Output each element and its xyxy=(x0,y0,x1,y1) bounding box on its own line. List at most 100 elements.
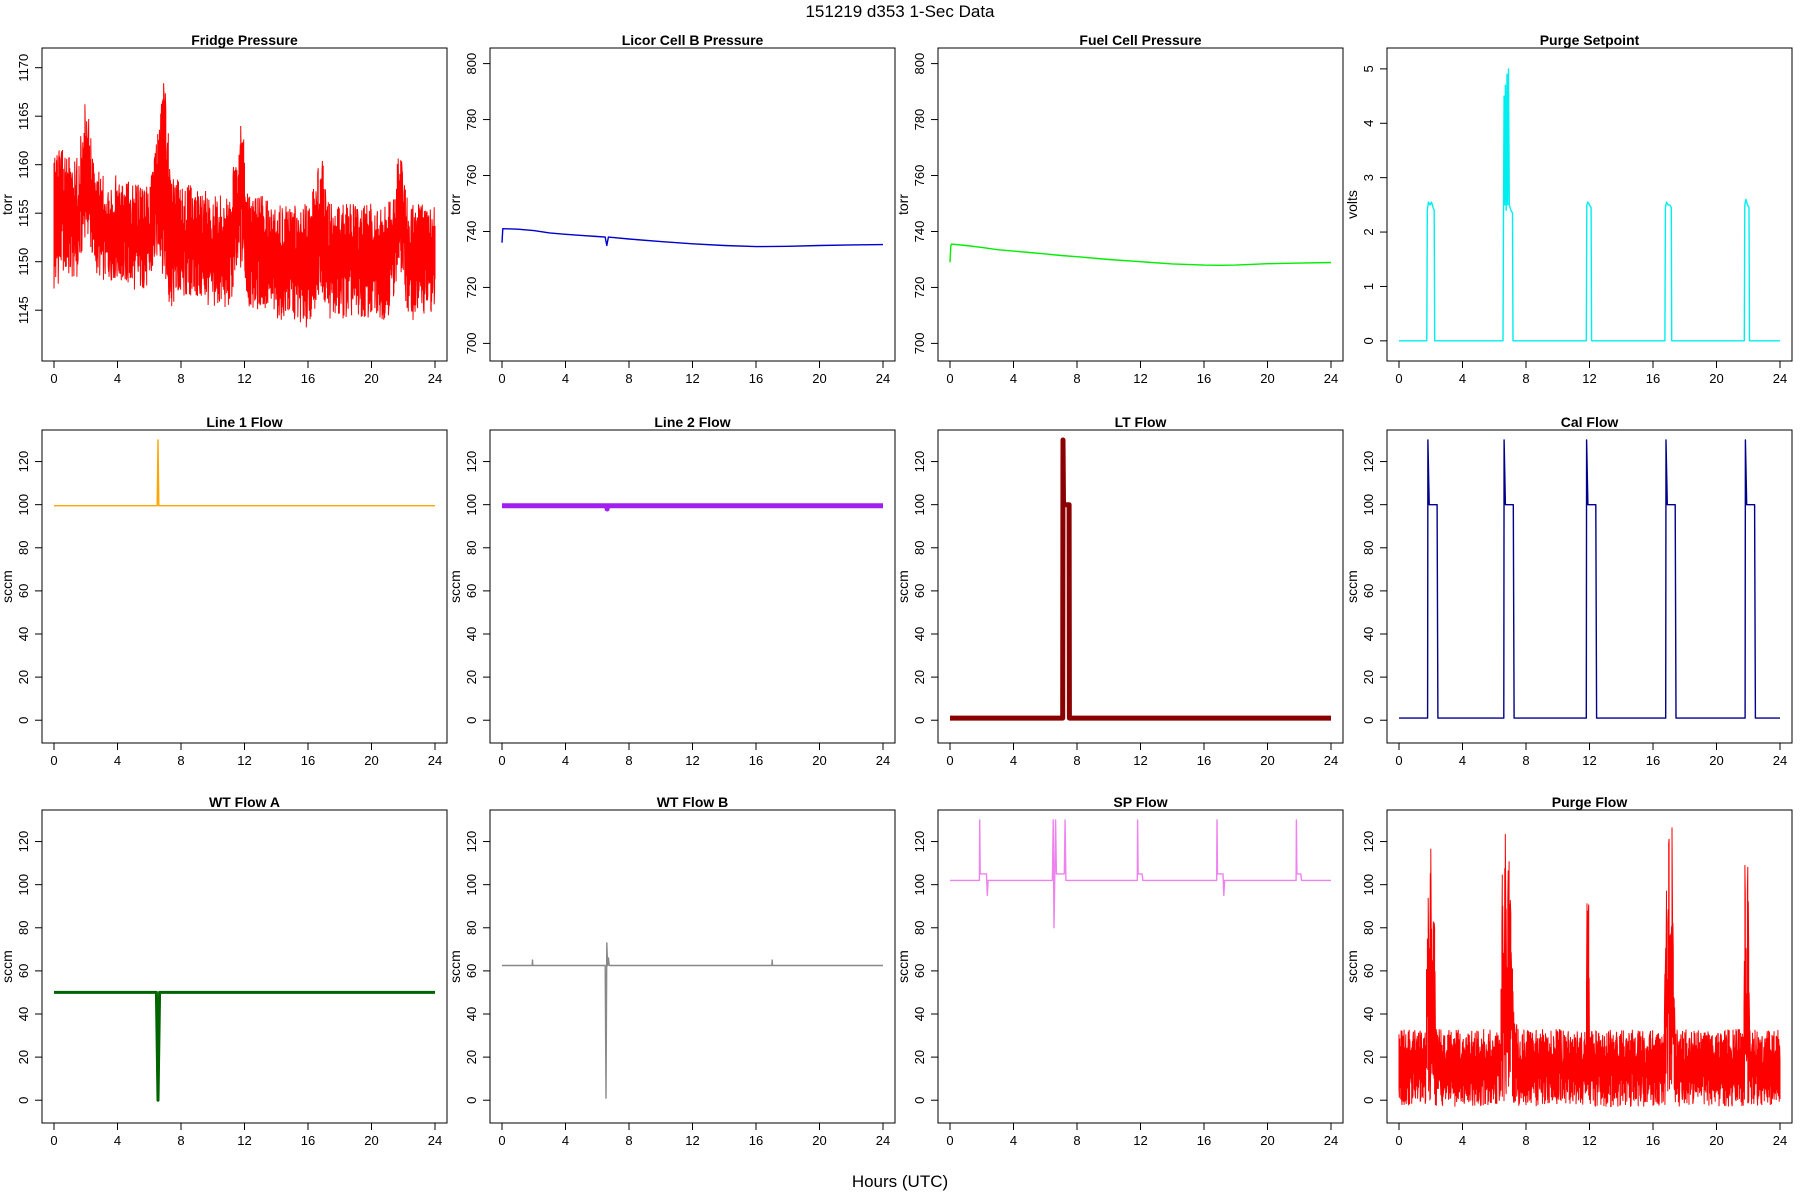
x-tick-label: 20 xyxy=(1709,753,1723,768)
y-tick-label: 40 xyxy=(912,627,927,641)
x-tick-label: 20 xyxy=(1260,371,1274,386)
series-line xyxy=(502,942,883,1099)
y-tick-label: 60 xyxy=(464,584,479,598)
y-tick-label: 800 xyxy=(912,53,927,75)
x-tick-label: 0 xyxy=(1395,1133,1402,1148)
x-tick-label: 8 xyxy=(1073,753,1080,768)
x-tick-label: 16 xyxy=(1197,371,1211,386)
y-tick-label: 60 xyxy=(912,584,927,598)
x-tick-label: 16 xyxy=(749,753,763,768)
x-tick-label: 0 xyxy=(946,371,953,386)
y-tick-label: 3 xyxy=(1361,174,1376,181)
y-tick-label: 1145 xyxy=(16,296,31,324)
panel-title: Purge Flow xyxy=(1552,794,1628,810)
x-tick-label: 20 xyxy=(364,753,378,768)
panel-title: WT Flow A xyxy=(209,794,280,810)
y-tick-label: 80 xyxy=(912,541,927,555)
figure-title: 151219 d353 1-Sec Data xyxy=(805,2,995,21)
y-axis-label: sccm xyxy=(1344,570,1360,603)
y-tick-label: 40 xyxy=(464,627,479,641)
y-tick-label: 120 xyxy=(464,831,479,853)
y-tick-label: 20 xyxy=(912,1050,927,1064)
x-tick-label: 0 xyxy=(946,753,953,768)
y-axis-label: torr xyxy=(0,194,15,215)
x-tick-label: 24 xyxy=(1773,1133,1787,1148)
y-tick-label: 740 xyxy=(464,221,479,243)
panel-data xyxy=(1399,68,1780,342)
x-tick-label: 4 xyxy=(114,371,121,386)
panel-4: Line 1 Flow 0 4 8 12 16 20 24 0 20 40 60 80 100 120 scc… xyxy=(0,414,448,768)
panel-title: Licor Cell B Pressure xyxy=(622,32,764,48)
panel-frame xyxy=(937,809,1344,1124)
panel-frame xyxy=(937,47,1344,362)
y-tick-label: 60 xyxy=(464,964,479,978)
series-line xyxy=(949,243,1332,266)
y-tick-label: 0 xyxy=(1361,717,1376,724)
y-tick-label: 40 xyxy=(1361,627,1376,641)
x-tick-label: 8 xyxy=(1522,371,1529,386)
panel-data xyxy=(53,83,436,328)
x-tick-label: 0 xyxy=(50,753,57,768)
y-tick-label: 80 xyxy=(1361,921,1376,935)
panel-11: Purge Flow 0 4 8 12 16 20 24 0 20 40 60 80 100 120 sccm xyxy=(1344,794,1793,1148)
y-axis-label: sccm xyxy=(1344,950,1360,983)
y-tick-label: 0 xyxy=(464,717,479,724)
x-tick-label: 0 xyxy=(498,371,505,386)
panel-0: Fridge Pressure 0 4 8 12 16 20 24 1145 1150 1155 11… xyxy=(0,32,448,386)
panel-title: Fridge Pressure xyxy=(191,32,298,48)
y-tick-label: 0 xyxy=(1361,337,1376,344)
series-line xyxy=(950,437,1331,721)
y-tick-label: 0 xyxy=(912,717,927,724)
panel-frame xyxy=(1386,429,1793,744)
x-tick-label: 20 xyxy=(1709,371,1723,386)
panel-title: Fuel Cell Pressure xyxy=(1079,32,1201,48)
y-tick-label: 0 xyxy=(16,717,31,724)
x-tick-label: 12 xyxy=(237,371,251,386)
x-tick-label: 8 xyxy=(177,1133,184,1148)
x-tick-label: 12 xyxy=(1133,753,1147,768)
y-tick-label: 0 xyxy=(464,1097,479,1104)
y-axis-label: sccm xyxy=(895,570,911,603)
panel-data xyxy=(950,437,1331,721)
x-tick-label: 4 xyxy=(1010,371,1017,386)
x-tick-label: 4 xyxy=(114,1133,121,1148)
series-line xyxy=(54,439,435,507)
y-axis-label: sccm xyxy=(895,950,911,983)
x-tick-label: 4 xyxy=(1459,371,1466,386)
y-tick-label: 20 xyxy=(1361,1050,1376,1064)
y-tick-label: 20 xyxy=(1361,670,1376,684)
x-tick-label: 20 xyxy=(812,371,826,386)
x-tick-label: 0 xyxy=(498,1133,505,1148)
panel-data xyxy=(950,819,1331,929)
y-tick-label: 0 xyxy=(912,1097,927,1104)
panel-frame xyxy=(489,429,896,744)
y-axis-label: sccm xyxy=(0,950,15,983)
x-tick-label: 8 xyxy=(1522,1133,1529,1148)
series-line xyxy=(501,228,884,248)
panel-5: Line 2 Flow 0 4 8 12 16 20 24 0 20 40 60 80 100 120 scc… xyxy=(447,414,896,768)
y-tick-label: 780 xyxy=(912,109,927,131)
panel-frame xyxy=(489,47,896,362)
y-tick-label: 1150 xyxy=(16,248,31,276)
panel-frame xyxy=(489,809,896,1124)
y-tick-label: 120 xyxy=(464,451,479,473)
x-tick-label: 12 xyxy=(685,371,699,386)
x-tick-label: 16 xyxy=(1646,1133,1660,1148)
y-tick-label: 100 xyxy=(464,494,479,516)
x-tick-label: 8 xyxy=(625,1133,632,1148)
y-tick-label: 720 xyxy=(464,277,479,299)
panel-title: WT Flow B xyxy=(657,794,729,810)
x-tick-label: 16 xyxy=(1646,371,1660,386)
panel-title: Line 1 Flow xyxy=(206,414,282,430)
x-tick-label: 0 xyxy=(498,753,505,768)
x-tick-label: 20 xyxy=(812,1133,826,1148)
panel-title: Line 2 Flow xyxy=(654,414,730,430)
x-tick-label: 16 xyxy=(301,753,315,768)
x-tick-label: 16 xyxy=(301,1133,315,1148)
y-tick-label: 60 xyxy=(16,584,31,598)
series-line xyxy=(1399,68,1780,342)
y-tick-label: 60 xyxy=(1361,964,1376,978)
x-tick-label: 12 xyxy=(1582,753,1596,768)
